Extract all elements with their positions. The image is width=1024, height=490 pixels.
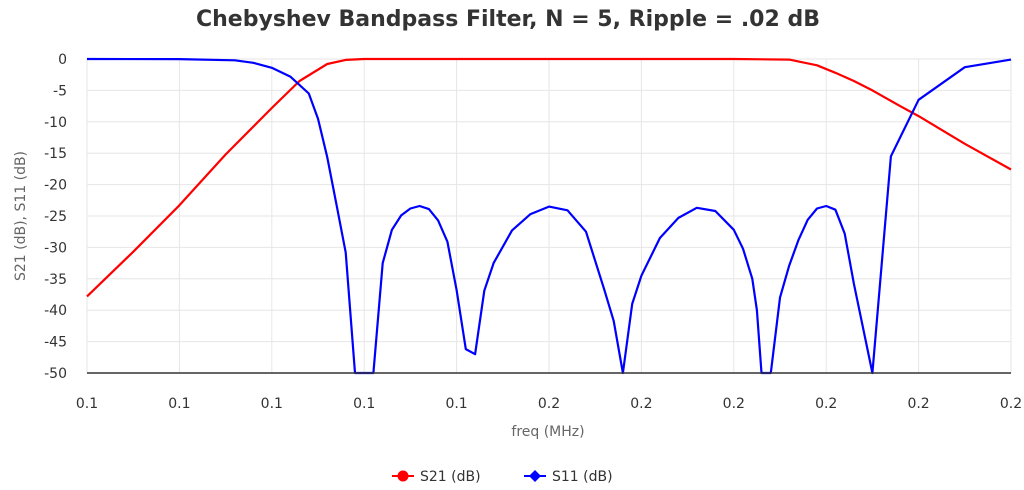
y-tick-labels: 0 -5 -10 -15 -20 -25 -30 -35 -40 -45 -50 [44,52,67,382]
x-tick-label: 0.1 [353,396,375,412]
y-tick-label: -30 [44,240,67,256]
x-tick-label: 0.1 [76,396,98,412]
x-tick-label: 0.2 [907,396,929,412]
x-tick-label: 0.1 [261,396,283,412]
y-tick-label: -5 [53,83,67,99]
legend: S21 (dB) S11 (dB) [392,469,613,485]
x-tick-label: 0.2 [630,396,652,412]
x-tick-label: 0.1 [168,396,190,412]
y-tick-label: -50 [44,366,67,382]
y-tick-label: -10 [44,115,67,131]
y-tick-label: -35 [44,272,67,288]
legend-item[interactable]: S11 (dB) [524,469,613,485]
x-tick-label: 0.2 [723,396,745,412]
series-line-s21 [86,57,1012,298]
series-line-s11 [86,57,1012,375]
y-tick-label: -25 [44,209,67,225]
y-tick-label: 0 [58,52,67,68]
y-tick-label: -45 [44,335,67,351]
y-tick-label: -15 [44,146,67,162]
chart-title: Chebyshev Bandpass Filter, N = 5, Ripple… [196,7,820,32]
y-tick-label: -40 [44,303,67,319]
y-tick-label: -20 [44,178,67,194]
series-lines [86,57,1012,375]
x-tick-labels: 0.1 0.1 0.1 0.1 0.1 0.2 0.2 0.2 0.2 0.2 0.2 [76,396,1022,412]
x-tick-label: 0.1 [445,396,467,412]
x-tick-label: 0.2 [1000,396,1022,412]
y-axis-label: S21 (dB), S11 (dB) [13,151,29,281]
legend-marker-circle [397,470,409,482]
legend-label: S21 (dB) [420,469,481,485]
x-tick-label: 0.2 [815,396,837,412]
legend-label: S11 (dB) [552,469,613,485]
legend-item[interactable]: S21 (dB) [392,469,481,485]
x-axis-label: freq (MHz) [511,424,584,440]
grid [86,58,1012,374]
x-tick-label: 0.2 [538,396,560,412]
legend-marker-diamond [529,470,541,482]
